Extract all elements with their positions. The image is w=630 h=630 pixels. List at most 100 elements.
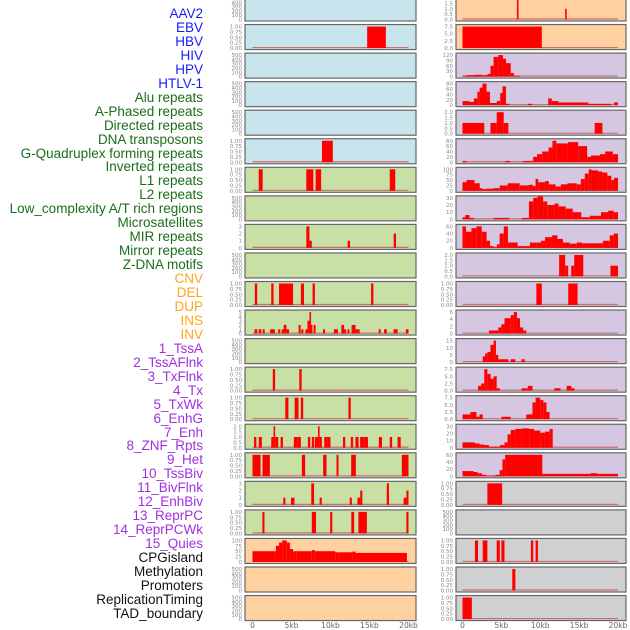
y-tick-label: 500 (232, 339, 243, 345)
bar (544, 431, 550, 448)
bar (389, 437, 393, 448)
track-label: Directed repeats (103, 117, 203, 133)
y-tick-label: 0 (450, 446, 454, 452)
bar (512, 569, 516, 591)
y-tick-label: 0 (239, 75, 243, 81)
bar (474, 443, 480, 448)
bar (486, 91, 490, 106)
y-tick-label: 100 (232, 613, 243, 619)
y-tick-label: 300 (232, 90, 243, 96)
bar (305, 329, 308, 334)
y-tick-label: 0.50 (441, 492, 454, 498)
y-tick-label: 60 (446, 144, 453, 150)
bar (333, 329, 338, 334)
y-tick-label: 2.0 (233, 424, 242, 430)
track-label: HTLV-1 (158, 75, 203, 91)
track-label: ReplicationTiming (96, 591, 203, 607)
x-tick-label: 20kb (399, 621, 418, 630)
panel-background (244, 452, 417, 479)
track-panel-right: 2.01.51.00.50.0 (444, 0, 627, 24)
bar (487, 483, 503, 505)
bar (510, 430, 516, 448)
y-tick-label: 0.00 (230, 303, 243, 309)
y-tick-label: 200 (232, 608, 243, 614)
y-tick-label: 400 (232, 257, 243, 263)
bar (479, 188, 483, 191)
y-tick-label: 10 (446, 439, 453, 445)
bar (283, 324, 287, 334)
bar (301, 329, 304, 334)
panel-background (455, 480, 627, 507)
bar (496, 540, 500, 562)
bar (519, 185, 529, 191)
bar (490, 378, 494, 391)
x-tick-label: 20kb (609, 621, 628, 630)
y-tick-label: 0.25 (230, 298, 243, 304)
bar (546, 412, 550, 420)
bar (610, 265, 618, 277)
bar (537, 154, 543, 163)
y-tick-label: 90 (446, 58, 453, 64)
bar (481, 231, 487, 248)
bar (581, 217, 590, 220)
bar (290, 497, 295, 505)
y-tick-label: 1.00 (230, 453, 243, 459)
track-label: HIV (180, 47, 203, 63)
bar (479, 87, 483, 106)
bar (262, 329, 265, 334)
y-tick-label: 0.25 (230, 41, 243, 47)
bar (565, 265, 569, 277)
bar (602, 172, 608, 191)
bar (598, 171, 603, 191)
bar (462, 122, 485, 134)
y-tick-label: 0.50 (230, 464, 243, 470)
y-tick-label: 500 (232, 596, 243, 602)
y-tick-label: 2.5 (444, 381, 453, 387)
bar (501, 324, 505, 334)
bar (565, 8, 567, 20)
bar (286, 329, 290, 334)
y-tick-label: 0.75 (230, 287, 243, 293)
bar (534, 430, 541, 448)
y-tick-label: 100 (232, 538, 243, 544)
y-tick-label: 500 (232, 53, 243, 59)
bar (521, 428, 530, 448)
y-tick-label: 6 (450, 310, 454, 316)
bar (254, 329, 258, 334)
bar (499, 445, 505, 448)
y-tick-label: 4 (239, 314, 243, 320)
bar (393, 233, 397, 248)
bar (501, 416, 511, 420)
y-tick-label: 0.75 (441, 572, 454, 578)
track-label: Methylation (133, 564, 203, 579)
y-tick-label: 1.00 (441, 282, 454, 288)
track-panel-left: 1.000.750.500.250.00 (230, 395, 417, 423)
track-label: 14_ReprPCWk (112, 522, 203, 538)
panel-background (455, 594, 627, 622)
track-label: HBV (175, 33, 203, 49)
bar (477, 91, 480, 106)
y-tick-label: 0 (450, 160, 454, 166)
y-tick-label: 0.25 (230, 383, 243, 389)
y-tick-label: 1.00 (230, 367, 243, 373)
bar (582, 243, 603, 248)
y-tick-label: 1 (239, 496, 243, 502)
y-tick-label: 0.00 (441, 303, 454, 309)
y-tick-label: 400 (232, 200, 243, 206)
track-panel-left: 1.000.750.500.250.00 (230, 23, 417, 52)
track-label: CPGisland (138, 550, 203, 566)
y-tick-label: 0 (450, 474, 454, 480)
bar (358, 511, 365, 534)
bar (565, 208, 573, 220)
panel-background (455, 0, 627, 22)
y-tick-label: 5.0 (444, 403, 453, 409)
y-tick-label: 500 (232, 82, 243, 88)
bar (513, 75, 521, 77)
panel-background (455, 338, 627, 365)
bar (505, 454, 543, 477)
bar (502, 86, 506, 106)
y-tick-label: 0.00 (230, 417, 243, 423)
track-panel-left: 1.000.750.500.250.00 (230, 509, 417, 537)
panel-background (244, 280, 417, 308)
